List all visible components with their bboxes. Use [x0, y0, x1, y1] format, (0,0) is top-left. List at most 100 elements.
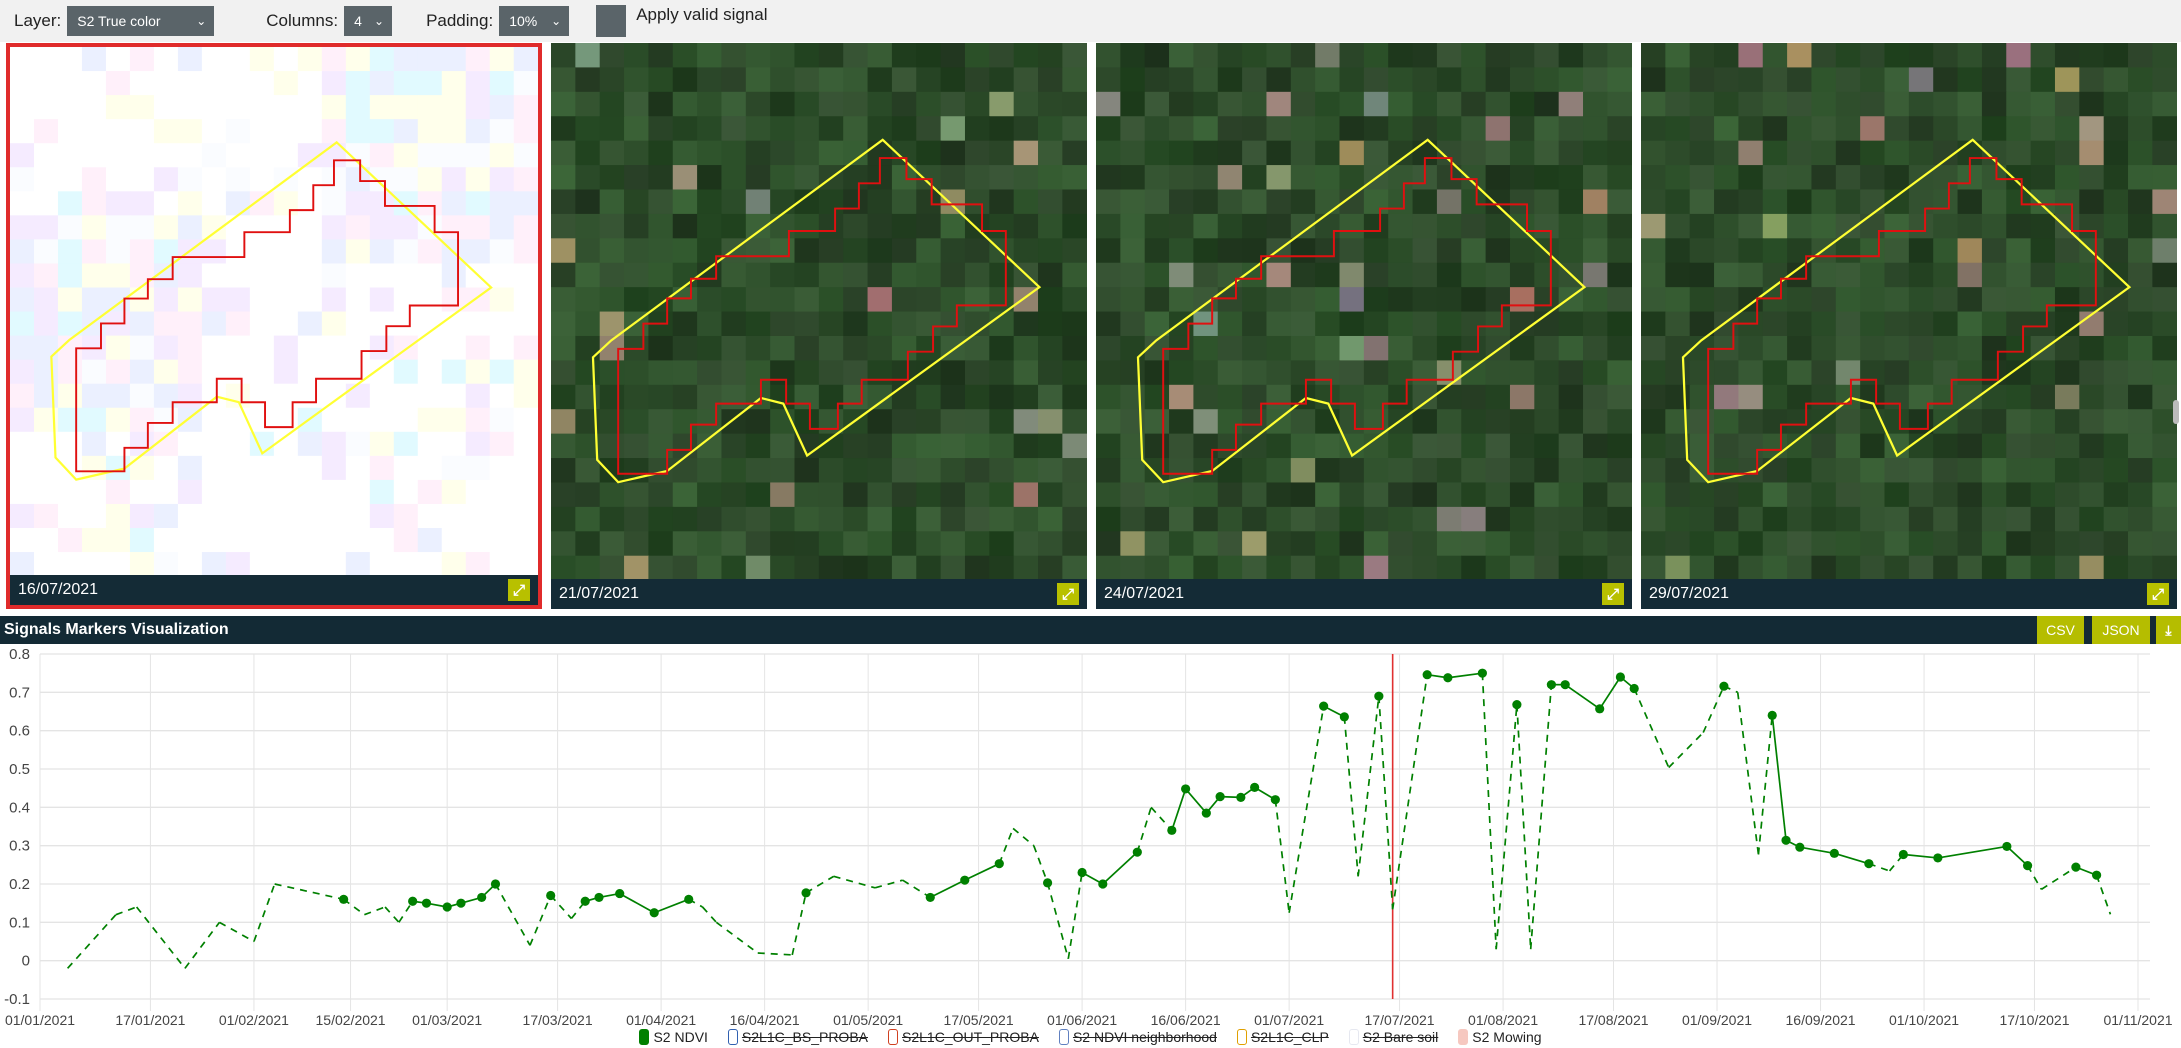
data-point[interactable]: [1201, 808, 1211, 818]
data-point[interactable]: [490, 879, 501, 889]
image-pixel: [1811, 531, 1837, 557]
data-point[interactable]: [2022, 861, 2033, 871]
data-point[interactable]: [1512, 700, 1522, 710]
data-point[interactable]: [594, 892, 604, 903]
image-pixel: [1412, 409, 1438, 435]
image-pixel: [129, 167, 155, 192]
data-point[interactable]: [1250, 782, 1260, 792]
expand-icon[interactable]: ⤢: [2147, 583, 2169, 605]
data-point[interactable]: [1042, 878, 1053, 888]
image-pixel: [1266, 433, 1292, 459]
data-point[interactable]: [2091, 870, 2102, 880]
data-point[interactable]: [1781, 835, 1791, 845]
expand-icon[interactable]: ⤢: [1057, 583, 1079, 605]
image-pixel: [1811, 262, 1837, 288]
csv-button[interactable]: CSV: [2037, 616, 2084, 644]
legend-item[interactable]: S2L1C_OUT_PROBA: [888, 1029, 1039, 1045]
json-button[interactable]: JSON: [2092, 616, 2150, 644]
data-point[interactable]: [1319, 701, 1329, 711]
legend-item[interactable]: S2 Bare soil: [1348, 1029, 1438, 1045]
data-point[interactable]: [2002, 841, 2012, 852]
image-pixel: [551, 165, 577, 191]
image-pixel: [10, 528, 35, 553]
data-point[interactable]: [1933, 853, 1943, 863]
legend-item[interactable]: S2 NDVI neighborhood: [1058, 1029, 1217, 1045]
data-point[interactable]: [1560, 680, 1570, 690]
legend-item[interactable]: S2L1C_CLP: [1236, 1029, 1329, 1045]
data-point[interactable]: [649, 908, 659, 918]
series-segment-interpolated: [874, 879, 903, 889]
image-pixel: [1908, 409, 1934, 435]
image-pixel: [867, 287, 893, 313]
data-point[interactable]: [339, 894, 349, 904]
data-point[interactable]: [615, 888, 625, 899]
data-point[interactable]: [1422, 670, 1432, 680]
data-point[interactable]: [1443, 673, 1453, 683]
data-point[interactable]: [994, 859, 1004, 869]
apply-valid-signal-checkbox[interactable]: [596, 5, 627, 37]
data-point[interactable]: [408, 896, 418, 906]
data-point[interactable]: [1829, 848, 1839, 858]
thumbnail-tile[interactable]: 24/07/2021 ⤢: [1096, 43, 1632, 609]
data-point[interactable]: [1615, 672, 1626, 682]
data-point[interactable]: [456, 898, 466, 908]
image-pixel: [33, 311, 59, 337]
expand-icon[interactable]: ⤢: [1602, 583, 1624, 605]
thumbnail-tile[interactable]: 29/07/2021 ⤢: [1641, 43, 2177, 609]
image-pixel: [2006, 262, 2032, 288]
padding-select[interactable]: 10% ⌄: [499, 6, 570, 36]
columns-select[interactable]: 4 ⌄: [344, 6, 393, 36]
legend-item[interactable]: S2 Mowing: [1458, 1029, 1542, 1045]
valid-pixels-outline: [75, 159, 460, 473]
data-point[interactable]: [442, 902, 452, 912]
image-pixel: [1738, 335, 1764, 362]
expand-icon[interactable]: ⤢: [508, 579, 530, 601]
image-pixel: [465, 552, 491, 575]
data-point[interactable]: [1339, 712, 1349, 722]
data-point[interactable]: [1236, 792, 1246, 802]
image-pixel: [1315, 140, 1341, 166]
data-point[interactable]: [1546, 680, 1556, 690]
legend-item[interactable]: S2 NDVI: [639, 1029, 708, 1045]
data-point[interactable]: [1167, 825, 1177, 835]
download-icon[interactable]: ⤓: [2156, 616, 2181, 644]
data-point[interactable]: [1077, 867, 1087, 878]
data-point[interactable]: [1215, 792, 1225, 802]
data-point[interactable]: [1270, 795, 1280, 805]
image-pixel: [513, 552, 538, 575]
data-point[interactable]: [421, 898, 432, 908]
data-point[interactable]: [1629, 683, 1639, 694]
data-point[interactable]: [1374, 691, 1384, 701]
data-point[interactable]: [1719, 681, 1729, 691]
data-point[interactable]: [801, 888, 811, 898]
data-point[interactable]: [684, 894, 694, 904]
image-pixel: [1013, 311, 1039, 337]
data-point[interactable]: [1795, 842, 1805, 852]
image-pixel: [345, 47, 371, 72]
data-point[interactable]: [2071, 862, 2081, 872]
data-point[interactable]: [1098, 879, 1108, 889]
data-point[interactable]: [1864, 859, 1874, 869]
data-point[interactable]: [477, 892, 487, 903]
image-pixel: [2103, 458, 2129, 484]
image-pixel: [794, 311, 820, 337]
data-point[interactable]: [580, 896, 590, 906]
image-pixel: [1013, 67, 1039, 93]
scrollbar-thumb[interactable]: [2173, 400, 2179, 424]
data-point[interactable]: [960, 875, 970, 885]
data-point[interactable]: [1477, 668, 1487, 678]
data-point[interactable]: [1132, 847, 1142, 857]
image-pixel: [1436, 482, 1462, 508]
data-point[interactable]: [1898, 849, 1908, 860]
data-point[interactable]: [1767, 710, 1777, 720]
layer-select[interactable]: S2 True color ⌄: [67, 6, 215, 36]
image-pixel: [1217, 482, 1243, 508]
data-point[interactable]: [1595, 704, 1605, 714]
data-point[interactable]: [925, 892, 935, 903]
legend-item[interactable]: S2L1C_BS_PROBA: [727, 1029, 868, 1045]
thumbnail-tile[interactable]: 16/07/2021 ⤢: [6, 43, 542, 609]
thumbnail-tile[interactable]: 21/07/2021 ⤢: [551, 43, 1087, 609]
data-point[interactable]: [546, 890, 556, 901]
data-point[interactable]: [1181, 784, 1191, 794]
image-pixel: [745, 140, 771, 166]
